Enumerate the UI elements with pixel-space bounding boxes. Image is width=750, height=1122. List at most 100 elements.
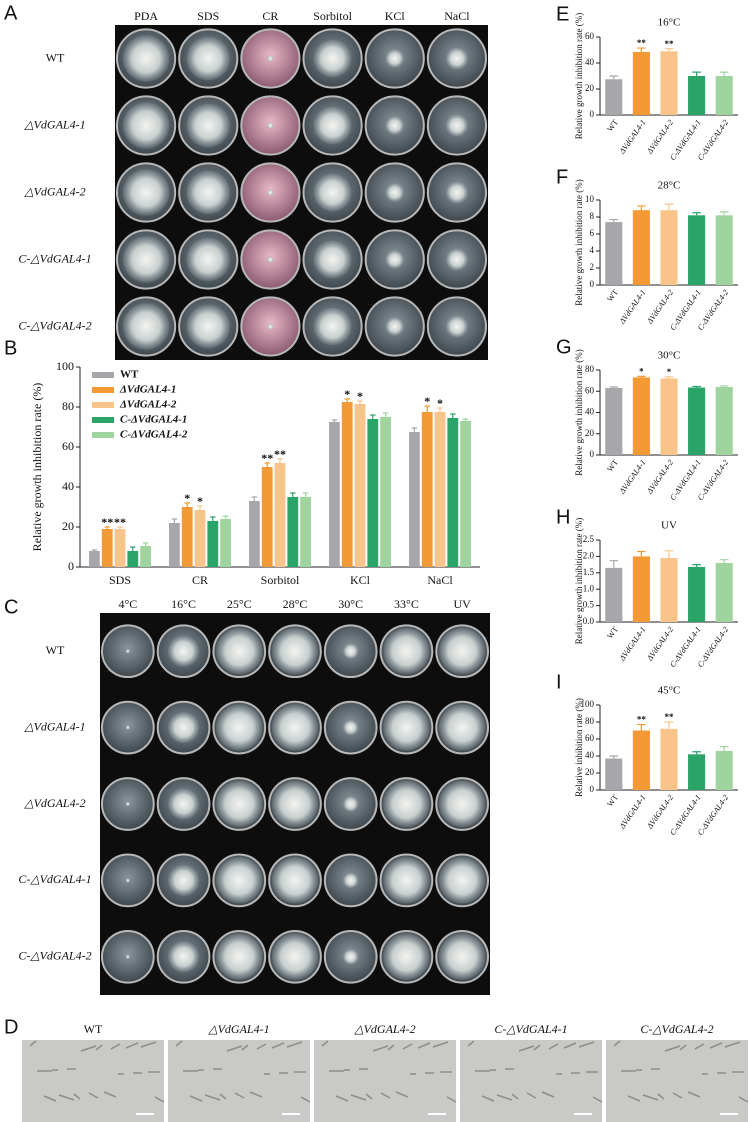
significance: ** bbox=[637, 715, 647, 725]
bar bbox=[341, 402, 353, 567]
significance: ** bbox=[261, 451, 273, 465]
hypha bbox=[300, 1096, 311, 1103]
y-tick-label: 60 bbox=[585, 733, 595, 743]
legend-swatch bbox=[92, 402, 114, 408]
x-tick-label: ΔVdGAL4-2 bbox=[645, 458, 676, 496]
row-label: △VdGAL4-1 bbox=[23, 719, 85, 733]
row-label: C-△VdGAL4-2 bbox=[18, 949, 91, 963]
colony bbox=[168, 712, 200, 744]
significance: * bbox=[184, 491, 190, 505]
error-bar bbox=[719, 211, 729, 216]
hypha bbox=[125, 1042, 139, 1049]
legend-swatch bbox=[92, 387, 114, 393]
hypha bbox=[467, 1040, 475, 1047]
colony bbox=[266, 55, 274, 62]
error-bar bbox=[184, 502, 190, 507]
hypha bbox=[365, 1093, 373, 1100]
hypha bbox=[592, 1096, 603, 1103]
x-tick-label: NaCl bbox=[427, 573, 453, 587]
row-label: △VdGAL4-2 bbox=[23, 796, 85, 810]
hypha bbox=[446, 1096, 457, 1103]
column-label: 28°C bbox=[283, 597, 308, 611]
colony bbox=[342, 719, 359, 736]
x-tick-label: KCl bbox=[350, 573, 371, 587]
row-label: WT bbox=[46, 643, 65, 657]
error-bar bbox=[692, 212, 701, 216]
hypha bbox=[657, 1093, 665, 1100]
hypha bbox=[234, 1092, 245, 1099]
legend-label: ΔVdGAL4-1 bbox=[119, 384, 176, 396]
hypha bbox=[380, 1092, 391, 1099]
colony bbox=[266, 323, 274, 330]
x-tick-label: ΔVdGAL4-1 bbox=[617, 625, 648, 663]
hypha bbox=[642, 1094, 659, 1101]
colony bbox=[385, 317, 405, 336]
colony bbox=[313, 307, 352, 346]
error-bar bbox=[637, 205, 646, 211]
hypha bbox=[496, 1094, 513, 1101]
colony bbox=[216, 780, 263, 828]
column-label: UV bbox=[453, 597, 471, 611]
bar bbox=[447, 418, 459, 567]
bar bbox=[421, 412, 433, 567]
hypha bbox=[664, 1045, 681, 1052]
error-bar bbox=[251, 496, 258, 501]
bar bbox=[249, 501, 260, 567]
hypha bbox=[679, 1044, 687, 1051]
y-tick-label: 20 bbox=[585, 428, 595, 438]
colony bbox=[266, 122, 274, 129]
column-label: 16°C bbox=[171, 597, 196, 611]
plate-photo bbox=[115, 25, 488, 360]
bar bbox=[660, 210, 678, 285]
colony bbox=[168, 941, 200, 973]
column-label: C-△VdGAL4-2 bbox=[640, 1022, 713, 1036]
y-tick-label: 0 bbox=[590, 279, 595, 289]
x-tick-label: WT bbox=[605, 118, 620, 133]
significance: * bbox=[357, 389, 363, 403]
hypha bbox=[563, 1042, 577, 1049]
colony bbox=[383, 857, 430, 904]
hypha bbox=[724, 1041, 741, 1048]
hypha bbox=[548, 1043, 559, 1050]
colony bbox=[385, 116, 405, 135]
significance: ** bbox=[665, 712, 675, 722]
error-bar bbox=[357, 400, 363, 404]
bar bbox=[354, 404, 366, 567]
y-tick-label: 40 bbox=[585, 750, 595, 760]
legend-label: WT bbox=[120, 369, 139, 381]
y-tick-label: 80 bbox=[585, 716, 595, 726]
hypha bbox=[271, 1042, 285, 1049]
hypha bbox=[372, 1045, 389, 1052]
bar bbox=[220, 519, 231, 567]
bar bbox=[632, 210, 650, 285]
bar bbox=[715, 387, 733, 455]
hypha bbox=[627, 1095, 641, 1102]
error-bar bbox=[609, 218, 619, 223]
significance: * bbox=[437, 396, 443, 410]
colony bbox=[385, 183, 405, 202]
panel-letter: C bbox=[4, 596, 18, 618]
hypha bbox=[204, 1094, 221, 1101]
bar bbox=[605, 388, 623, 455]
colony bbox=[125, 954, 130, 959]
colony bbox=[385, 49, 405, 68]
colony bbox=[186, 237, 231, 282]
error-bar bbox=[382, 412, 389, 417]
legend-swatch bbox=[92, 372, 114, 378]
colony bbox=[186, 103, 231, 148]
colony bbox=[186, 170, 231, 215]
column-label: NaCl bbox=[444, 9, 470, 23]
error-bar bbox=[637, 723, 646, 731]
bar bbox=[688, 754, 706, 790]
error-bar bbox=[609, 755, 619, 759]
colony bbox=[342, 796, 359, 812]
colony bbox=[342, 949, 359, 965]
hypha bbox=[335, 1095, 349, 1102]
hypha bbox=[526, 1092, 537, 1099]
colony bbox=[168, 864, 200, 896]
bar bbox=[605, 567, 623, 622]
colony bbox=[122, 102, 170, 149]
chart-title: UV bbox=[661, 520, 677, 532]
colony bbox=[271, 857, 319, 904]
colony bbox=[342, 643, 359, 659]
